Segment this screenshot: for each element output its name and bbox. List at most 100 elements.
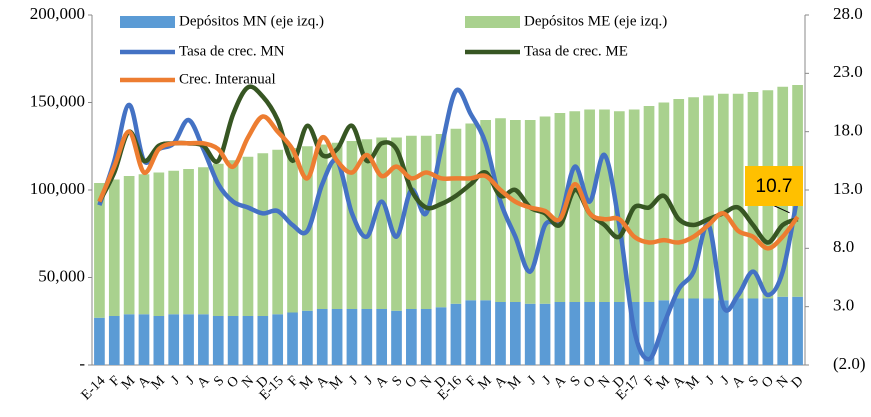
bar	[732, 298, 744, 365]
legend-label: Crec. Interanual	[179, 71, 276, 87]
bar	[465, 300, 477, 365]
bar	[480, 300, 491, 365]
x-tick-label: J	[525, 373, 540, 388]
bar	[168, 170, 180, 315]
bar	[272, 149, 284, 315]
bar	[331, 142, 343, 309]
bar	[153, 172, 165, 316]
bar	[183, 169, 194, 315]
bar	[316, 309, 328, 365]
bar	[198, 167, 209, 315]
bar	[391, 137, 402, 311]
bar	[673, 298, 685, 365]
bar	[465, 123, 477, 301]
y-tick-label: 100,000	[30, 179, 85, 198]
bar	[717, 300, 729, 365]
bar	[673, 99, 685, 299]
bar	[108, 316, 120, 365]
x-tick-label: O	[403, 373, 421, 391]
bar	[242, 316, 254, 365]
x-tick-label: M	[654, 373, 674, 393]
bar	[717, 93, 729, 301]
bar	[435, 307, 447, 365]
x-tick-label: M	[327, 373, 347, 393]
x-tick-label: A	[195, 373, 213, 391]
bar	[198, 314, 209, 365]
bar	[361, 139, 373, 309]
bar	[509, 120, 521, 302]
x-tick-label: O	[581, 373, 599, 391]
bar	[643, 106, 655, 302]
bar	[227, 316, 239, 365]
y-tick-label: 150,000	[30, 91, 85, 110]
bar	[406, 309, 417, 365]
x-tick-label: M	[683, 373, 703, 393]
legend-label: Depósitos ME (eje izq.)	[524, 13, 667, 29]
bar	[138, 174, 150, 315]
bar	[450, 128, 462, 304]
x-tick-label: J	[168, 373, 183, 388]
bar	[272, 314, 284, 365]
legend-label: Tasa de crec. ME	[524, 43, 628, 59]
bar	[153, 316, 165, 365]
bar	[212, 163, 224, 316]
x-tick-label: J	[347, 373, 362, 388]
bar	[406, 135, 417, 309]
x-tick-label: M	[119, 373, 139, 393]
bar	[94, 317, 105, 365]
line	[97, 87, 800, 362]
legend-label: Tasa de crec. MN	[179, 43, 285, 59]
data-label-box	[745, 166, 803, 206]
bar	[287, 312, 298, 365]
x-tick-label: A	[373, 373, 391, 391]
bar	[524, 303, 536, 365]
bar	[613, 302, 625, 365]
bar	[138, 314, 150, 365]
x-tick-label: O	[759, 373, 777, 391]
bar	[212, 316, 224, 365]
bar	[599, 109, 610, 302]
bar	[302, 310, 313, 365]
y2-tick-label: (2.0)	[833, 354, 866, 373]
bar	[361, 309, 373, 365]
legend-swatch	[465, 16, 520, 28]
bar	[331, 309, 343, 365]
bar	[316, 144, 328, 309]
y2-tick-label: 23.0	[833, 62, 863, 81]
bar	[346, 141, 358, 309]
x-tick-label: E-14	[79, 373, 109, 403]
bar	[435, 134, 447, 308]
bar	[391, 310, 402, 365]
y-tick-label: 50,000	[38, 266, 85, 285]
bar	[792, 296, 803, 365]
bar	[242, 156, 254, 316]
x-tick-label: N	[418, 373, 436, 391]
bar	[613, 111, 625, 302]
bar	[539, 303, 551, 365]
bar	[732, 93, 744, 299]
bar	[495, 118, 506, 302]
bar	[346, 309, 358, 365]
bar	[584, 302, 595, 365]
x-tick-label: A	[551, 373, 569, 391]
bar	[227, 160, 239, 316]
legend-swatch	[120, 16, 175, 28]
bar	[450, 303, 462, 365]
x-tick-label: A	[729, 373, 747, 391]
y2-tick-label: 28.0	[833, 4, 863, 23]
bar	[554, 113, 566, 302]
bar	[480, 120, 491, 301]
bar	[168, 314, 180, 365]
bar	[524, 120, 536, 304]
bar	[777, 296, 789, 365]
bar	[123, 176, 135, 315]
bar	[376, 137, 388, 309]
bar	[584, 109, 595, 302]
bar	[257, 316, 269, 365]
y-tick-label: -	[79, 354, 85, 373]
bar	[257, 153, 269, 316]
bar	[688, 298, 699, 365]
bar	[376, 309, 388, 365]
x-tick-label: M	[149, 373, 169, 393]
